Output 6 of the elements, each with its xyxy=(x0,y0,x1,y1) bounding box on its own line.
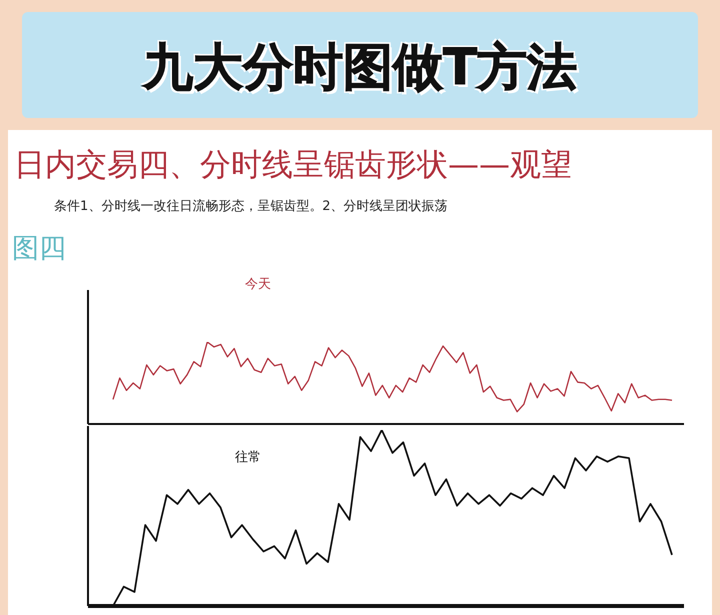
text: 图四 xyxy=(12,232,66,266)
text: 往常 xyxy=(235,450,261,465)
text: 条件1、分时线一改往日流畅形态，呈锯齿型。2、分时线呈团状振荡 xyxy=(54,198,448,215)
chart-title: 九大分时图做T方法 xyxy=(142,37,578,98)
chart-subtitle: 日内交易四、分时线呈锯齿形状——观望 xyxy=(14,146,572,185)
text: 今天 xyxy=(245,277,271,292)
